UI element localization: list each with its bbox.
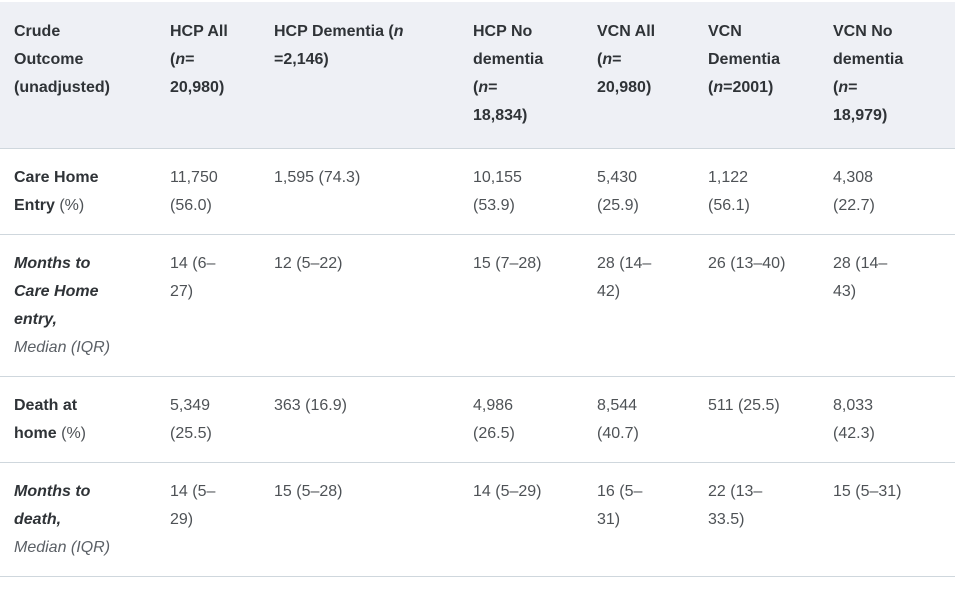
- table-cell: 28 (14– 42): [597, 234, 708, 377]
- table-cell: 14 (5–29): [170, 462, 274, 577]
- header-row: Crude Outcome (unadjusted) HCP All (n= 20,980…: [0, 2, 955, 149]
- table-cell: 1,595 (74.3): [274, 148, 473, 235]
- row-label: Death at home (%): [0, 376, 170, 463]
- row-label: Months to death, Median (IQR): [0, 462, 170, 577]
- column-header-5: VCN Dementia (n=2001): [708, 2, 833, 149]
- table-cell: 26 (13–40): [708, 234, 833, 377]
- row-label: Care Home Entry (%): [0, 148, 170, 235]
- table-cell: 14 (6– 27): [170, 234, 274, 377]
- table-cell: 511 (25.5): [708, 376, 833, 463]
- row-label: Months to Care Home entry, Median (IQR): [0, 234, 170, 377]
- table-cell: 8,033 (42.3): [833, 376, 955, 463]
- table-cell: 22 (13– 33.5): [708, 462, 833, 577]
- table-cell: 28 (14– 43): [833, 234, 955, 377]
- table-cell: 15 (5–31): [833, 462, 955, 577]
- column-header-0: Crude Outcome (unadjusted): [0, 2, 170, 149]
- table-cell: 5,349 (25.5): [170, 376, 274, 463]
- table-cell: 1,122 (56.1): [708, 148, 833, 235]
- table-cell: 8,544 (40.7): [597, 376, 708, 463]
- column-header-4: VCN All (n= 20,980): [597, 2, 708, 149]
- column-header-6: VCN No dementia (n= 18,979): [833, 2, 955, 149]
- table-row-3: Months to death, Median (IQR) 14 (5– 29) 15 (…: [0, 462, 955, 577]
- table-cell: 5,430 (25.9): [597, 148, 708, 235]
- table-cell: 10,155 (53.9): [473, 148, 597, 235]
- table-cell: 12 (5–22): [274, 234, 473, 377]
- table-cell: 16 (5– 31): [597, 462, 708, 577]
- table-cell: 11,750 (56.0): [170, 148, 274, 235]
- table-row-2: Death at home (%) 5,349 (25.5) 363 (16.9) 4,9…: [0, 376, 955, 463]
- crude-outcomes-table: Crude Outcome (unadjusted) HCP All (n= 20,980…: [0, 2, 955, 577]
- table-cell: 4,308 (22.7): [833, 148, 955, 235]
- table-cell: 15 (7–28): [473, 234, 597, 377]
- table-row-0: Care Home Entry (%) 11,750 (56.0) 1,595 (74.…: [0, 148, 955, 235]
- table-body: Care Home Entry (%) 11,750 (56.0) 1,595 (74.…: [0, 148, 955, 577]
- column-header-3: HCP No dementia (n= 18,834): [473, 2, 597, 149]
- column-header-2: HCP Dementia (n =2,146): [274, 2, 473, 149]
- table-cell: 363 (16.9): [274, 376, 473, 463]
- table-row-1: Months to Care Home entry, Median (IQR) 14 (…: [0, 234, 955, 377]
- table-cell: 14 (5–29): [473, 462, 597, 577]
- table-cell: 4,986 (26.5): [473, 376, 597, 463]
- table-cell: 15 (5–28): [274, 462, 473, 577]
- column-header-1: HCP All (n= 20,980): [170, 2, 274, 149]
